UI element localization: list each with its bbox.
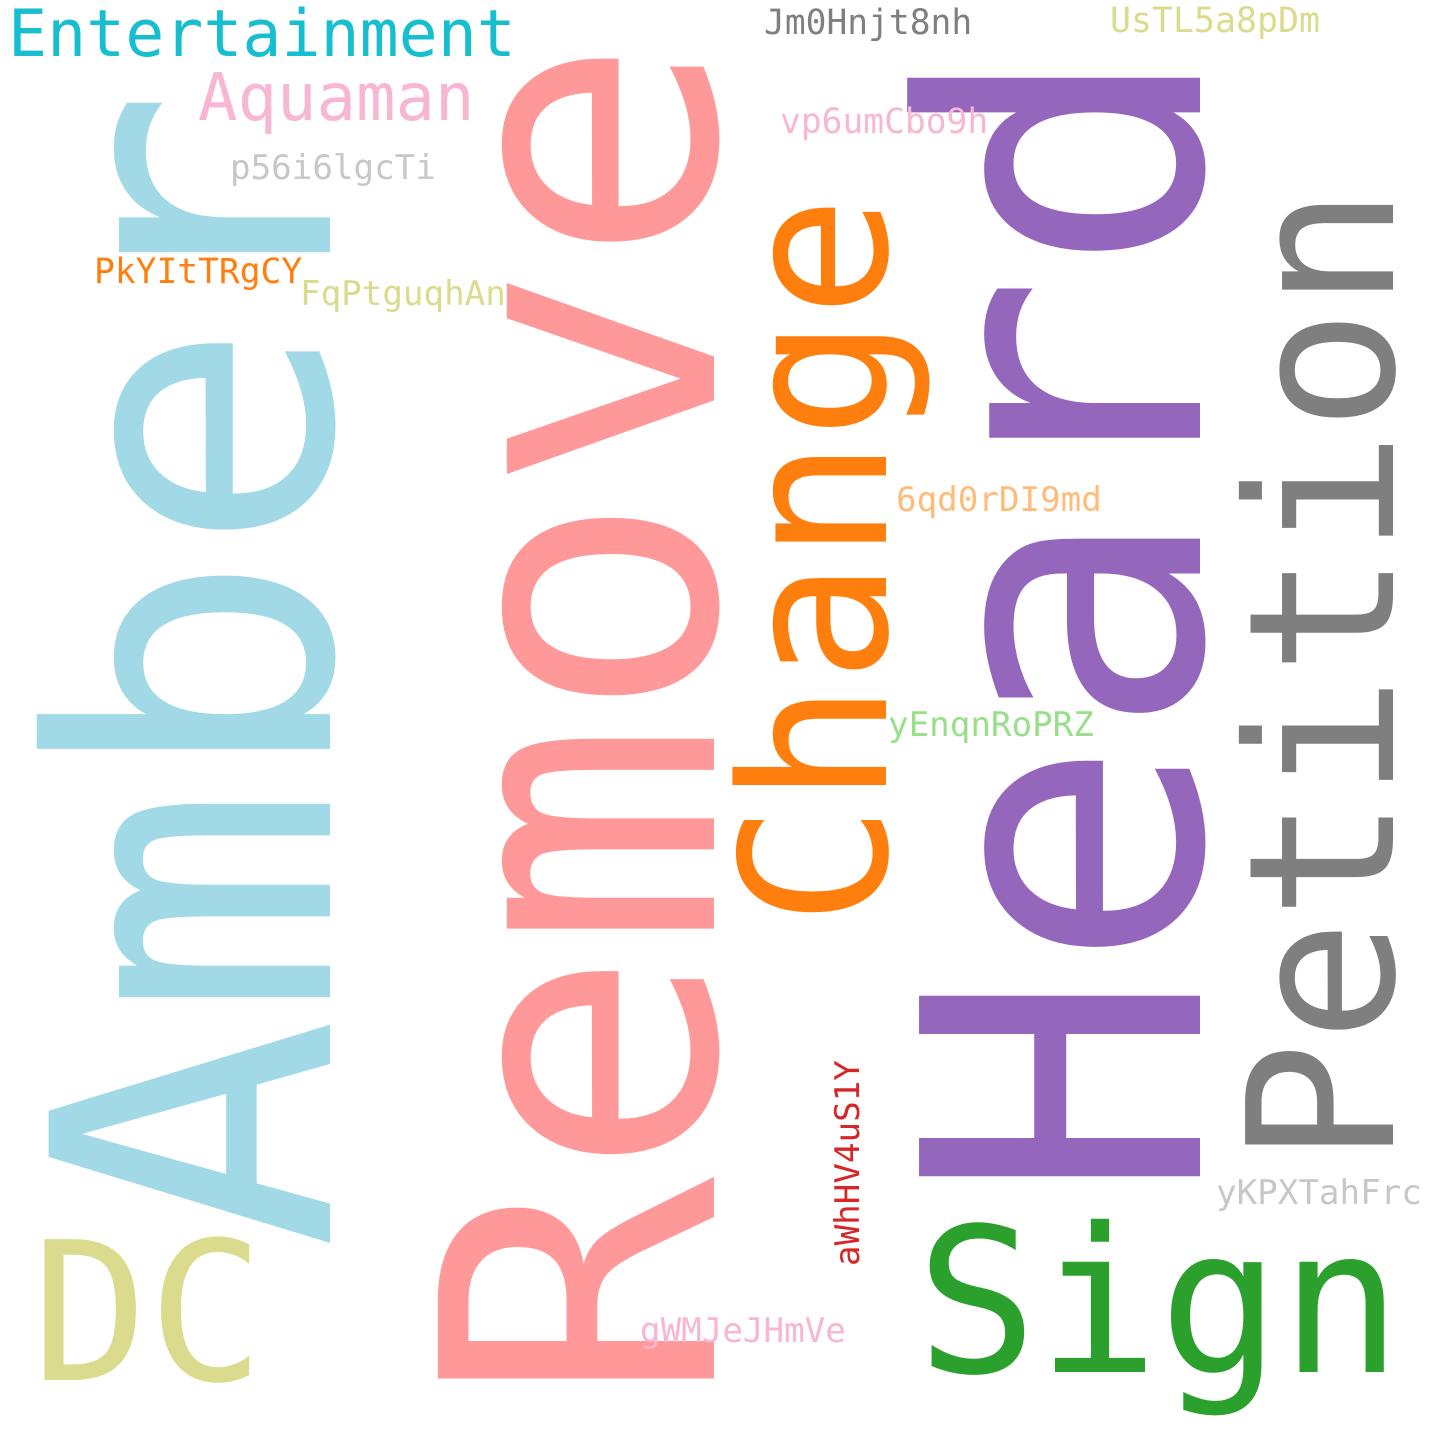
word-vp6umcbo9h: vp6umCbo9h (780, 101, 989, 142)
word-jm0hnjt8nh: Jm0Hnjt8nh (764, 2, 973, 43)
word-fqptguqhan: FqPtguqhAn (300, 274, 506, 314)
word-entertainment: Entertainment (8, 0, 516, 72)
word-sign: Sign (916, 1185, 1402, 1420)
word-dc: DC (31, 1200, 265, 1426)
word-pkyittrgcy: PkYItTRgCY (94, 251, 303, 292)
word-aquaman: Aquaman (198, 60, 475, 136)
word-change: Change (698, 195, 934, 926)
word-gwmjejhmve: gWMJeJHmVe (640, 1311, 846, 1351)
word-petition: Petition (1204, 186, 1440, 1164)
word-ykpxtahfrc: yKPXTahFrc (1216, 1173, 1422, 1213)
word-6qd0rdi9md: 6qd0rDI9md (896, 480, 1102, 520)
word-awhhv4us1y: aWhHV4uS1Y (828, 1060, 868, 1266)
word-p56i6lgcti: p56i6lgcTi (230, 148, 436, 188)
word-ustl5a8pdm: UsTL5a8pDm (1110, 0, 1321, 41)
word-yenqnroprz: yEnqnRoPRZ (888, 705, 1094, 745)
